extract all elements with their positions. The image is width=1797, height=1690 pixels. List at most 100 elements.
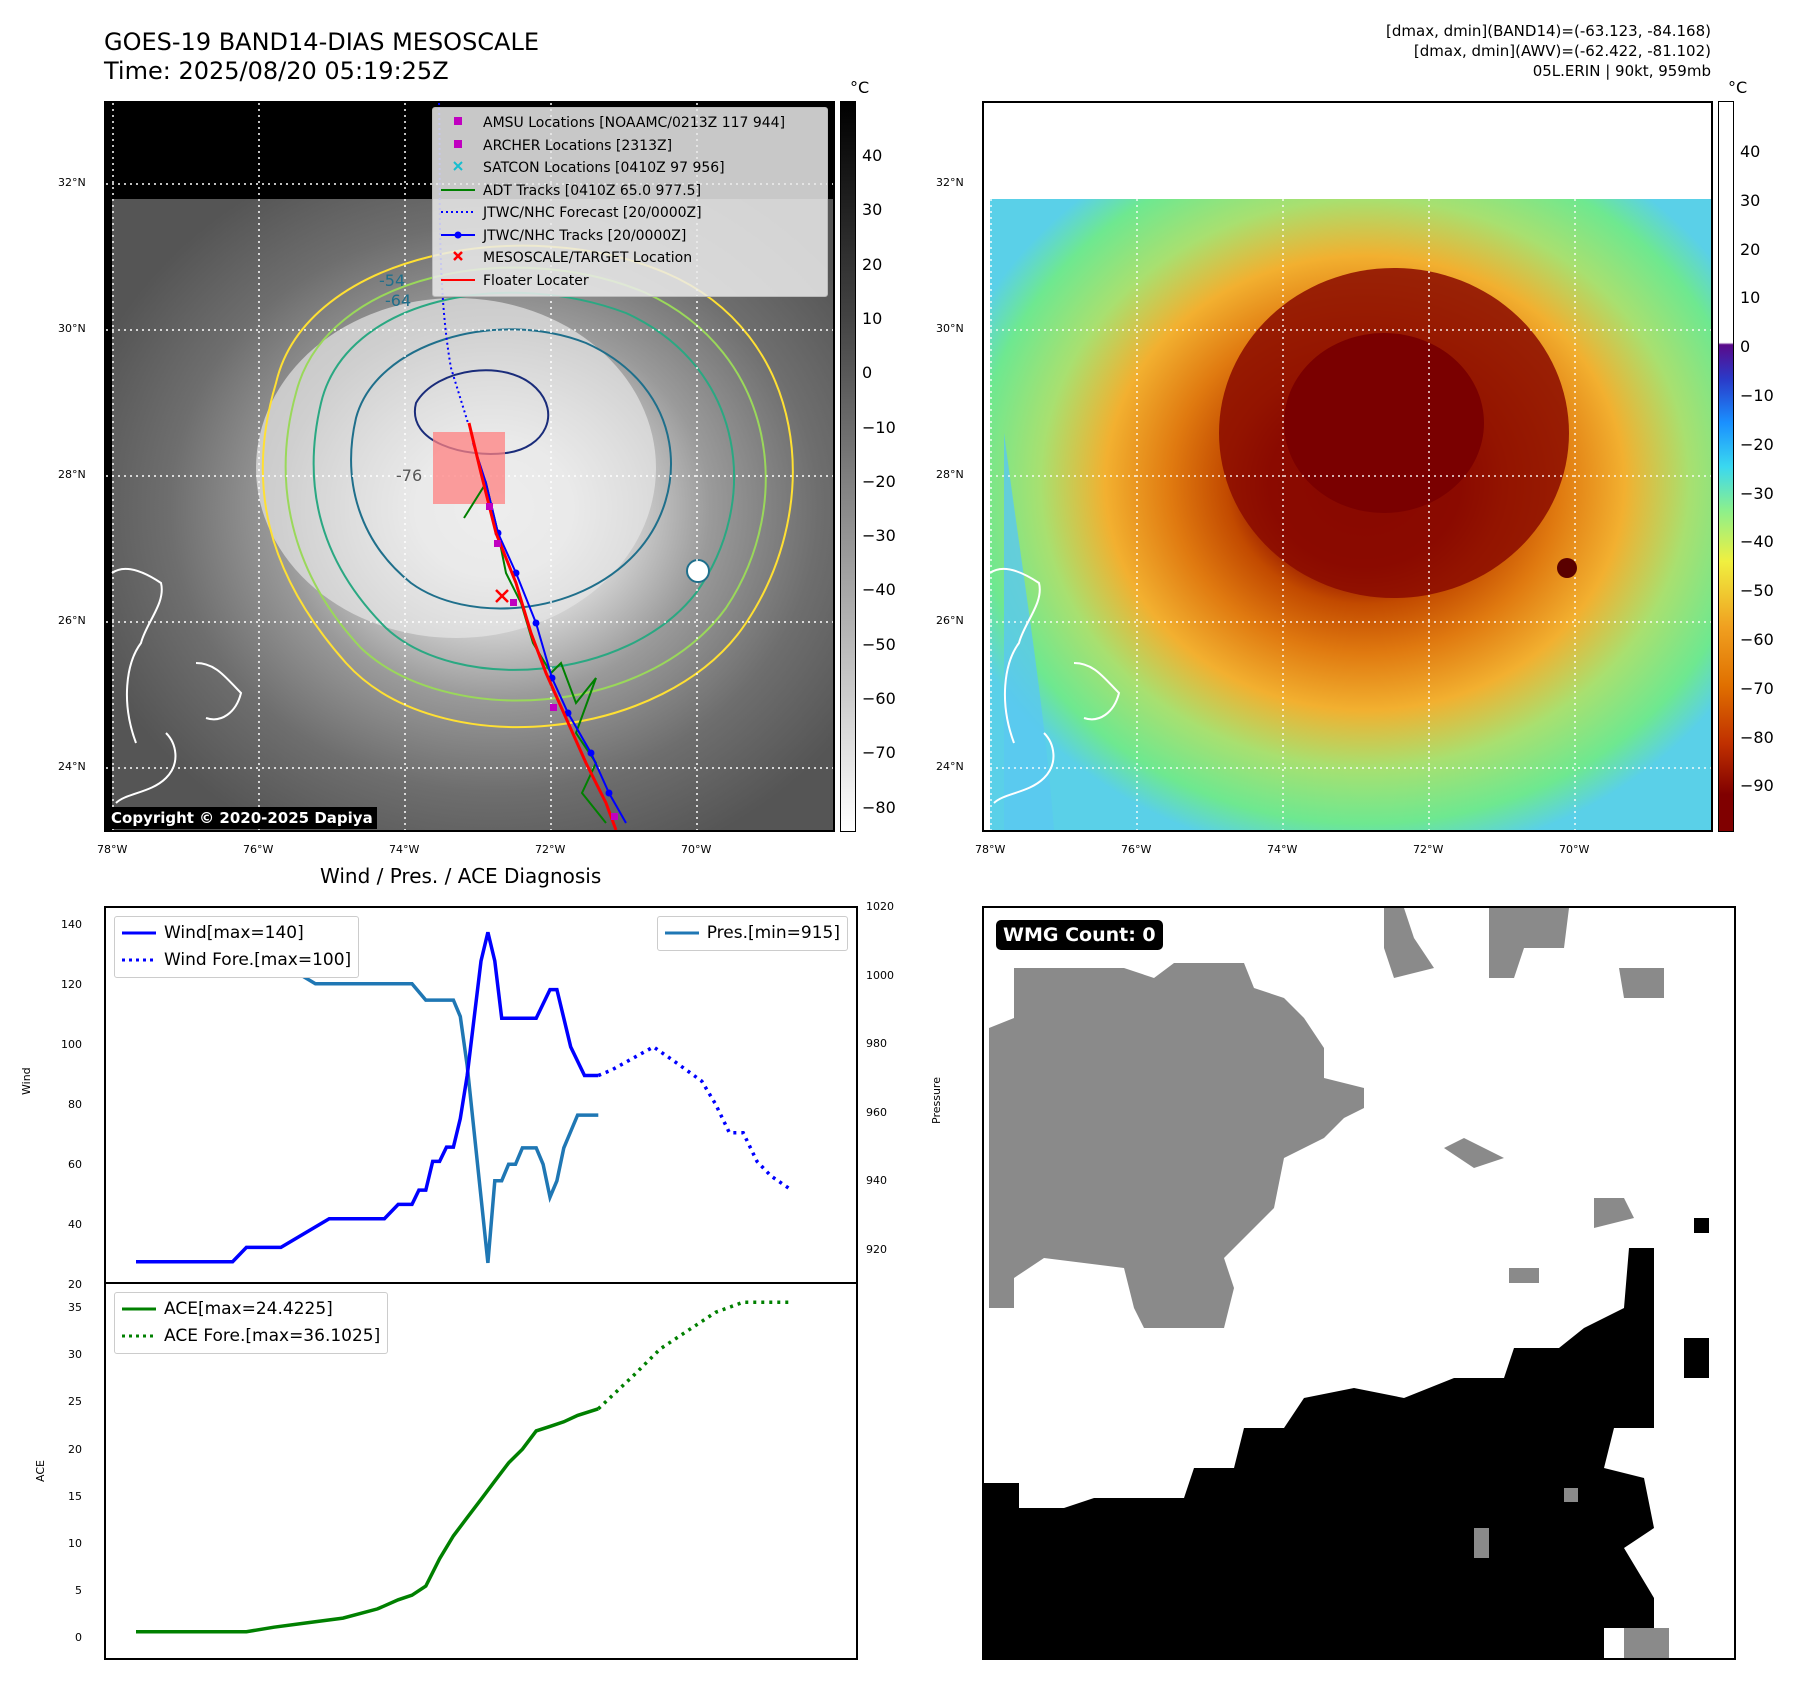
colorbar-tick: −90 [1740, 776, 1774, 796]
pres-legend: Pres.[min=915] [656, 916, 848, 951]
ace-ylabel: ACE [34, 1460, 47, 1482]
legend-forecast: JTWC/NHC Forecast [20/0000Z] [441, 202, 819, 225]
colorbar-tick: 40 [862, 146, 883, 165]
wind-pres-panel: Wind[max=140] Wind Fore.[max=100] Pres.[… [104, 906, 858, 1286]
contour-blue [350, 328, 672, 610]
dotted-line-icon [122, 1323, 156, 1350]
lon-label: 70°W [1559, 843, 1590, 856]
axis-tick: 20 [68, 1278, 82, 1291]
axis-tick: 960 [866, 1105, 887, 1119]
colorbar-tick: −80 [1740, 727, 1774, 747]
colorbar-tick: 20 [1740, 239, 1761, 259]
dotted-line-icon [441, 202, 475, 225]
wmg-gray-region [989, 963, 1364, 1328]
contour-label-76: -76 [396, 466, 422, 485]
colorbar-tick: −60 [1740, 630, 1774, 649]
legend-amsu: AMSU Locations [NOAAMC/0213Z 117 944] [441, 112, 819, 135]
axis-tick: 80 [68, 1098, 82, 1111]
axis-tick: 25 [68, 1395, 82, 1409]
lat-label: 28°N [58, 468, 86, 481]
axis-tick: 100 [61, 1038, 82, 1051]
legend-mesoscale: MESOSCALE/TARGET Location [441, 247, 819, 270]
axis-tick: 140 [61, 918, 82, 931]
colorbar-tick: −50 [862, 634, 896, 654]
axis-tick: 20 [68, 1442, 82, 1456]
ace-panel: ACE[max=24.4225] ACE Fore.[max=36.1025] [104, 1282, 858, 1660]
info-storm: 05L.ERIN | 90kt, 959mb [1532, 62, 1711, 80]
line-icon [664, 920, 699, 947]
copyright: Copyright © 2020-2025 Dapiya [107, 807, 377, 829]
x-icon [441, 157, 475, 180]
wmg-count-badge: WMG Count: 0 [996, 920, 1163, 950]
wmg-black-region [984, 1248, 1654, 1658]
info-band14-range: [dmax, dmin](BAND14)=(-63.123, -84.168) [1386, 22, 1711, 40]
axis-tick: 35 [68, 1301, 82, 1314]
colorbar-tick: −80 [862, 797, 896, 817]
colorbar-tick: −30 [862, 526, 896, 546]
color-gridlines [984, 103, 1711, 830]
legend-archer: ARCHER Locations [2313Z] [441, 135, 819, 158]
lat-label: 30°N [936, 322, 964, 335]
color-map [984, 103, 1711, 830]
colorbar-tick: 20 [862, 254, 883, 274]
colorbar-tick: 10 [862, 308, 883, 328]
axis-tick: 10 [68, 1537, 82, 1550]
contour-label-54: -54 [379, 271, 405, 290]
axis-tick: 0 [75, 1631, 82, 1645]
axis-tick: 1020 [866, 900, 894, 913]
lon-label: 74°W [1267, 843, 1298, 856]
pres-ylabel: Pressure [930, 1077, 943, 1124]
line-icon [122, 1296, 156, 1323]
ace-legend: ACE[max=24.4225] ACE Fore.[max=36.1025] [114, 1292, 389, 1354]
colorbar-tick: −70 [1740, 678, 1774, 698]
axis-tick: 60 [68, 1158, 82, 1171]
line-icon [441, 270, 475, 293]
ir-map-panel[interactable]: -54 -64 -76 AMSU Locations [NOAAMC/0213Z… [104, 101, 835, 832]
colorbar-tick: −20 [862, 471, 896, 491]
colorbar-color [1718, 101, 1734, 832]
wind-ylabel: Wind [20, 1067, 33, 1095]
contour-label-64: -64 [385, 291, 411, 310]
lat-label: 32°N [936, 176, 964, 189]
legend-floater: Floater Locater [441, 270, 819, 293]
line-icon [441, 180, 475, 203]
colorbar-tick: 10 [1740, 288, 1761, 308]
lat-label: 24°N [58, 760, 86, 773]
colorbar-tick: 30 [862, 200, 883, 220]
chart-title: GOES-19 BAND14-DIAS MESOSCALE [104, 28, 540, 56]
colorbar-tick: 0 [862, 363, 873, 383]
lat-label: 24°N [936, 760, 964, 773]
lon-label: 72°W [1413, 843, 1444, 856]
map-legend: AMSU Locations [NOAAMC/0213Z 117 944] AR… [432, 107, 828, 297]
colorbar-tick: −10 [1740, 386, 1774, 405]
lat-label: 26°N [936, 614, 964, 627]
colorbar-tick: −20 [1740, 434, 1774, 454]
axis-tick: 15 [68, 1489, 82, 1503]
colorbar-gray [840, 101, 856, 832]
legend-satcon: SATCON Locations [0410Z 97 956] [441, 157, 819, 180]
lon-label: 78°W [97, 843, 128, 856]
lon-label: 74°W [389, 843, 420, 856]
wind-line [136, 931, 599, 1264]
wind-forecast-line [597, 1044, 793, 1192]
colorbar-tick: −10 [862, 417, 896, 437]
ace-line [136, 1407, 599, 1634]
chart-time: Time: 2025/08/20 05:19:25Z [104, 57, 449, 85]
color-map-panel[interactable] [982, 101, 1713, 832]
lon-label: 70°W [681, 843, 712, 856]
axis-tick: 5 [75, 1584, 82, 1598]
legend-adt: ADT Tracks [0410Z 65.0 977.5] [441, 180, 819, 203]
wmg-map [984, 908, 1709, 1658]
legend-jtwc: JTWC/NHC Tracks [20/0000Z] [441, 225, 819, 248]
wmg-panel: WMG Count: 0 [982, 906, 1736, 1660]
mesoscale-box [433, 432, 505, 504]
colorbar-tick: −40 [862, 580, 896, 600]
colorbar-tick: 40 [1740, 142, 1761, 161]
axis-tick: 120 [61, 978, 82, 991]
lon-label: 76°W [1121, 843, 1152, 856]
ace-plot [136, 1300, 792, 1634]
legend-pres: Pres.[min=915] [664, 920, 840, 947]
square-icon [441, 112, 475, 135]
legend-wind-fore: Wind Fore.[max=100] [122, 947, 351, 974]
colorbar-tick: 30 [1740, 190, 1761, 210]
